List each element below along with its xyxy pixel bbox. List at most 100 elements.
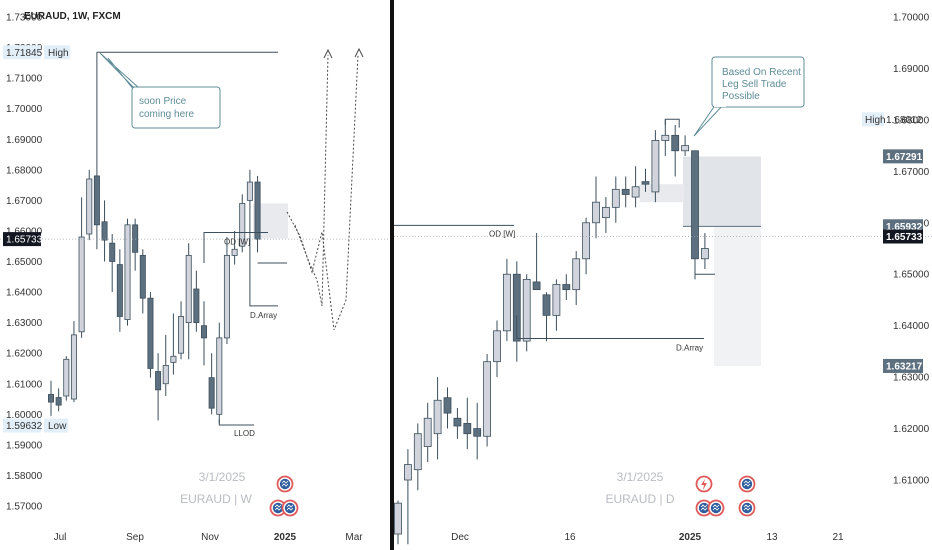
callout-box <box>131 86 221 129</box>
daily-chart-pane[interactable]: 1.700001.690001.680001.670001.660001.650… <box>394 0 932 550</box>
weekly-candle-6[interactable] <box>93 175 100 226</box>
daily-candle-9[interactable] <box>483 361 491 437</box>
weekly-candle-15[interactable] <box>162 365 169 385</box>
watermark-date: 3/1/2025 <box>199 470 246 484</box>
y-tick-label: 1.68000 <box>893 115 930 126</box>
weekly-candle-19[interactable] <box>193 288 200 324</box>
weekly-candle-21[interactable] <box>208 377 215 409</box>
weekly-candle-17[interactable] <box>178 316 185 354</box>
daily-candle-15[interactable] <box>542 294 551 316</box>
weekly-candle-2[interactable] <box>63 358 70 397</box>
weekly-candle-8[interactable] <box>109 242 116 262</box>
daily-candle-11[interactable] <box>503 273 511 332</box>
daily-candle-24[interactable] <box>631 186 640 198</box>
daily-chart-canvas[interactable]: 1.700001.690001.680001.670001.660001.650… <box>394 0 932 550</box>
daily-candle-17[interactable] <box>562 284 571 291</box>
daily-candle-1[interactable] <box>403 464 412 481</box>
weekly-candle-5[interactable] <box>86 178 93 235</box>
callout-pointer <box>693 103 726 137</box>
weekly-candle-16[interactable] <box>170 355 177 363</box>
demand-array-label: D.Array <box>676 344 703 353</box>
weekly-candle-18[interactable] <box>185 254 192 324</box>
high-price-value: 1.68012 <box>886 115 923 126</box>
weekly-candle-12[interactable] <box>139 254 146 299</box>
daily-candle-19[interactable] <box>582 222 591 260</box>
daily-candle-20[interactable] <box>592 201 600 224</box>
daily-candle-18[interactable] <box>572 258 581 291</box>
weekly-candle-22[interactable] <box>216 337 223 415</box>
daily-candle-21[interactable] <box>601 206 610 219</box>
daily-candle-10[interactable] <box>493 330 501 363</box>
callout-line-3: Possible <box>722 91 760 102</box>
daily-candle-27[interactable] <box>661 134 670 141</box>
flag-stars <box>286 504 294 511</box>
weekly-candle-26[interactable] <box>246 181 253 201</box>
current-price-tag-bg <box>3 232 41 247</box>
annotation-callout[interactable]: soon Price coming here <box>99 52 221 129</box>
x-tick-label: Jul <box>54 532 67 543</box>
y-tick-label: 1.58000 <box>6 471 43 482</box>
x-tick-label: 2025 <box>679 532 702 543</box>
daily-candle-4[interactable] <box>433 399 442 435</box>
daily-candle-0[interactable] <box>394 502 402 535</box>
weekly-candle-4[interactable] <box>78 236 85 333</box>
weekly-candle-10[interactable] <box>124 224 131 320</box>
callout-line-1: Based On Recent <box>722 67 801 78</box>
weekly-chart-canvas[interactable]: EURAUD, 1W, FXCM 1.730001.720001.710001.… <box>0 0 390 550</box>
weekly-candle-23[interactable] <box>223 254 230 339</box>
flag-circle-icon <box>738 499 756 517</box>
weekly-candle-1[interactable] <box>55 397 62 406</box>
flag-circle-icon <box>276 475 294 493</box>
high-label-bg <box>44 45 70 60</box>
y-tick-label: 1.61000 <box>6 379 43 390</box>
daily-candle-31[interactable] <box>700 248 709 260</box>
weekly-candle-13[interactable] <box>147 297 154 369</box>
weekly-candle-11[interactable] <box>132 224 139 253</box>
daily-candle-16[interactable] <box>552 284 561 316</box>
weekly-candle-24[interactable] <box>231 248 238 256</box>
y-tick-label: 1.62000 <box>6 349 43 360</box>
weekly-chart-pane[interactable]: EURAUD, 1W, FXCM 1.730001.720001.710001.… <box>0 0 390 550</box>
flag-disc <box>279 478 291 490</box>
daily-candle-23[interactable] <box>621 188 630 195</box>
daily-candle-5[interactable] <box>443 397 452 414</box>
order-block-line <box>203 231 268 264</box>
y-tick-label: 1.71000 <box>6 74 43 85</box>
daily-candle-12[interactable] <box>512 273 521 342</box>
y-tick-label: 1.70000 <box>6 104 43 115</box>
daily-candle-26[interactable] <box>651 140 660 193</box>
daily-candle-8[interactable] <box>473 428 482 437</box>
daily-candle-14[interactable] <box>532 281 541 291</box>
weekly-candle-0[interactable] <box>48 394 55 403</box>
llod-line <box>218 418 254 426</box>
daily-candle-13[interactable] <box>522 278 531 342</box>
weekly-candle-25[interactable] <box>239 203 246 247</box>
daily-candle-7[interactable] <box>463 423 472 435</box>
x-tick-label: 16 <box>564 532 576 543</box>
daily-candle-29[interactable] <box>681 145 690 152</box>
low-price-value: 1.59632 <box>6 421 43 432</box>
y-tick-label: 1.73000 <box>6 13 43 24</box>
weekly-candle-20[interactable] <box>200 325 207 339</box>
y-tick-label: 1.65000 <box>893 270 930 281</box>
daily-candle-22[interactable] <box>611 188 620 208</box>
daily-candle-3[interactable] <box>423 417 432 447</box>
daily-candle-2[interactable] <box>413 433 422 471</box>
daily-candle-6[interactable] <box>453 417 462 427</box>
weekly-candle-3[interactable] <box>70 334 77 400</box>
mid-price-tag: 1.65932 <box>886 222 923 233</box>
weekly-candle-27[interactable] <box>254 181 261 240</box>
weekly-candle-14[interactable] <box>155 371 162 391</box>
llod-label: LLOD <box>234 429 255 438</box>
daily-candle-30[interactable] <box>691 150 699 260</box>
daily-candle-25[interactable] <box>641 181 650 185</box>
watermark-symbol: EURAUD | D <box>605 492 674 506</box>
order-block-label: OD [W] <box>489 229 515 238</box>
pane-divider[interactable] <box>390 0 394 550</box>
weekly-candle-9[interactable] <box>116 264 123 317</box>
sell-target-zone <box>714 226 761 366</box>
weekly-candle-7[interactable] <box>101 221 108 241</box>
daily-candle-28[interactable] <box>671 134 680 152</box>
